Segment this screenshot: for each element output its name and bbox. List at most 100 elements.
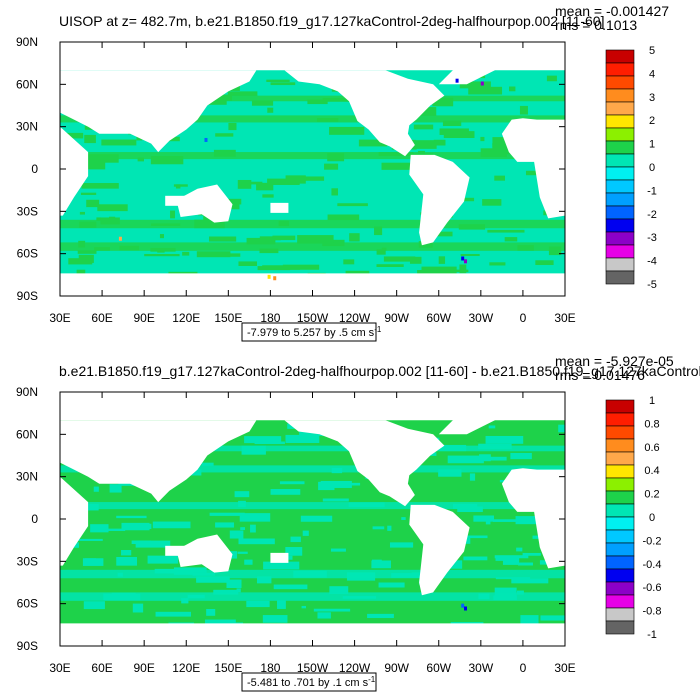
field-patch (82, 558, 104, 566)
colorbar-label: -3 (647, 232, 657, 244)
field-patch (337, 203, 368, 207)
field-patch (409, 256, 422, 264)
x-tick-label: 150W (297, 311, 329, 325)
colorbar-swatch (605, 412, 635, 427)
field-patch (279, 481, 305, 485)
land-mask (176, 184, 233, 223)
x-tick-label: 120E (172, 661, 200, 675)
field-patch (297, 235, 334, 244)
field-patch (313, 608, 351, 612)
field-patch (511, 578, 549, 584)
x-tick-label: 30W (468, 311, 493, 325)
field-patch (376, 264, 404, 267)
colorbar-swatch (605, 568, 635, 583)
field-patch (208, 236, 237, 242)
colorbar-swatch (605, 153, 635, 168)
y-tick-label: 60S (17, 597, 38, 611)
field-patch (228, 122, 237, 131)
x-tick-label: 120W (339, 311, 371, 325)
land-mask (176, 534, 233, 573)
field-patch (257, 266, 291, 271)
y-tick-label: 30S (17, 204, 38, 218)
field-patch (76, 269, 86, 274)
field-patch (372, 526, 385, 530)
colorbar-swatch (605, 114, 635, 129)
colorbar-swatch (605, 620, 635, 635)
field-patch (327, 214, 360, 221)
field-patch (135, 540, 171, 548)
colorbar-swatch (605, 127, 635, 142)
field-patch (205, 619, 236, 627)
field-patch (159, 234, 164, 239)
y-tick-label: 90N (16, 35, 38, 49)
field-band (60, 445, 565, 452)
field-patch (68, 258, 93, 265)
colorbar-swatch (605, 257, 635, 272)
anomaly-speckle (204, 137, 208, 142)
field-patch (209, 512, 245, 516)
x-tick-label: 150E (214, 661, 242, 675)
field-patch (401, 517, 406, 520)
field-patch (463, 535, 488, 539)
field-patch (546, 75, 557, 82)
field-patch (387, 525, 392, 531)
land-mask (60, 392, 565, 421)
field-patch (495, 556, 506, 561)
field-patch (413, 124, 434, 130)
field-band (60, 502, 565, 510)
x-tick-label: 180 (260, 661, 280, 675)
colorbar-label: 0.4 (644, 465, 659, 477)
field-patch (485, 435, 524, 444)
field-patch (457, 506, 483, 513)
colorbar-swatch (605, 244, 635, 259)
range-label-box (241, 322, 377, 342)
x-tick-label: 30E (49, 311, 70, 325)
field-patch (226, 579, 242, 589)
field-patch (262, 615, 288, 623)
field-patch (540, 615, 565, 621)
field-patch (473, 515, 495, 522)
field-band (60, 569, 565, 579)
colorbar-swatch (605, 62, 635, 77)
field-patch (251, 100, 274, 106)
field-patch (374, 226, 383, 236)
colorbar-swatch (605, 75, 635, 90)
field-patch (343, 259, 355, 265)
field-patch (485, 520, 491, 525)
anomaly-speckle (480, 81, 484, 86)
land-mask (284, 70, 445, 157)
field-patch (152, 521, 191, 529)
field-band (60, 592, 565, 601)
anomaly-speckle (455, 78, 459, 83)
colorbar-swatch (605, 594, 635, 609)
field-patch (516, 547, 523, 552)
range-label-units: -1 (374, 325, 382, 334)
field-patch (480, 136, 485, 142)
y-tick-label: 0 (31, 162, 38, 176)
field-patch (488, 425, 496, 429)
colorbar-label: -4 (647, 256, 657, 268)
colorbar-swatch (605, 166, 635, 181)
field-patch (157, 249, 165, 253)
rms-label: rms = 0.01476 (555, 367, 645, 383)
field-patch (378, 582, 405, 588)
field-patch (371, 559, 382, 565)
field-patch (519, 105, 528, 115)
range-label: -5.481 to .701 by .1 cm s-1 (247, 675, 376, 689)
anomaly-speckle (464, 606, 467, 611)
colorbar-label: -1 (647, 185, 657, 197)
field-patch (492, 137, 509, 145)
colorbar-label: 5 (649, 45, 655, 57)
field-patch (109, 484, 122, 493)
field-patch (137, 157, 144, 162)
field-patch (329, 126, 365, 135)
field-patch (250, 524, 256, 533)
field-patch (90, 524, 109, 533)
field-patch (266, 79, 290, 82)
field-patch (93, 486, 99, 492)
y-tick-label: 60N (16, 427, 38, 441)
colorbar-swatch (605, 477, 635, 492)
field-patch (227, 91, 258, 96)
field-patch (84, 134, 96, 144)
land-mask (409, 504, 470, 596)
